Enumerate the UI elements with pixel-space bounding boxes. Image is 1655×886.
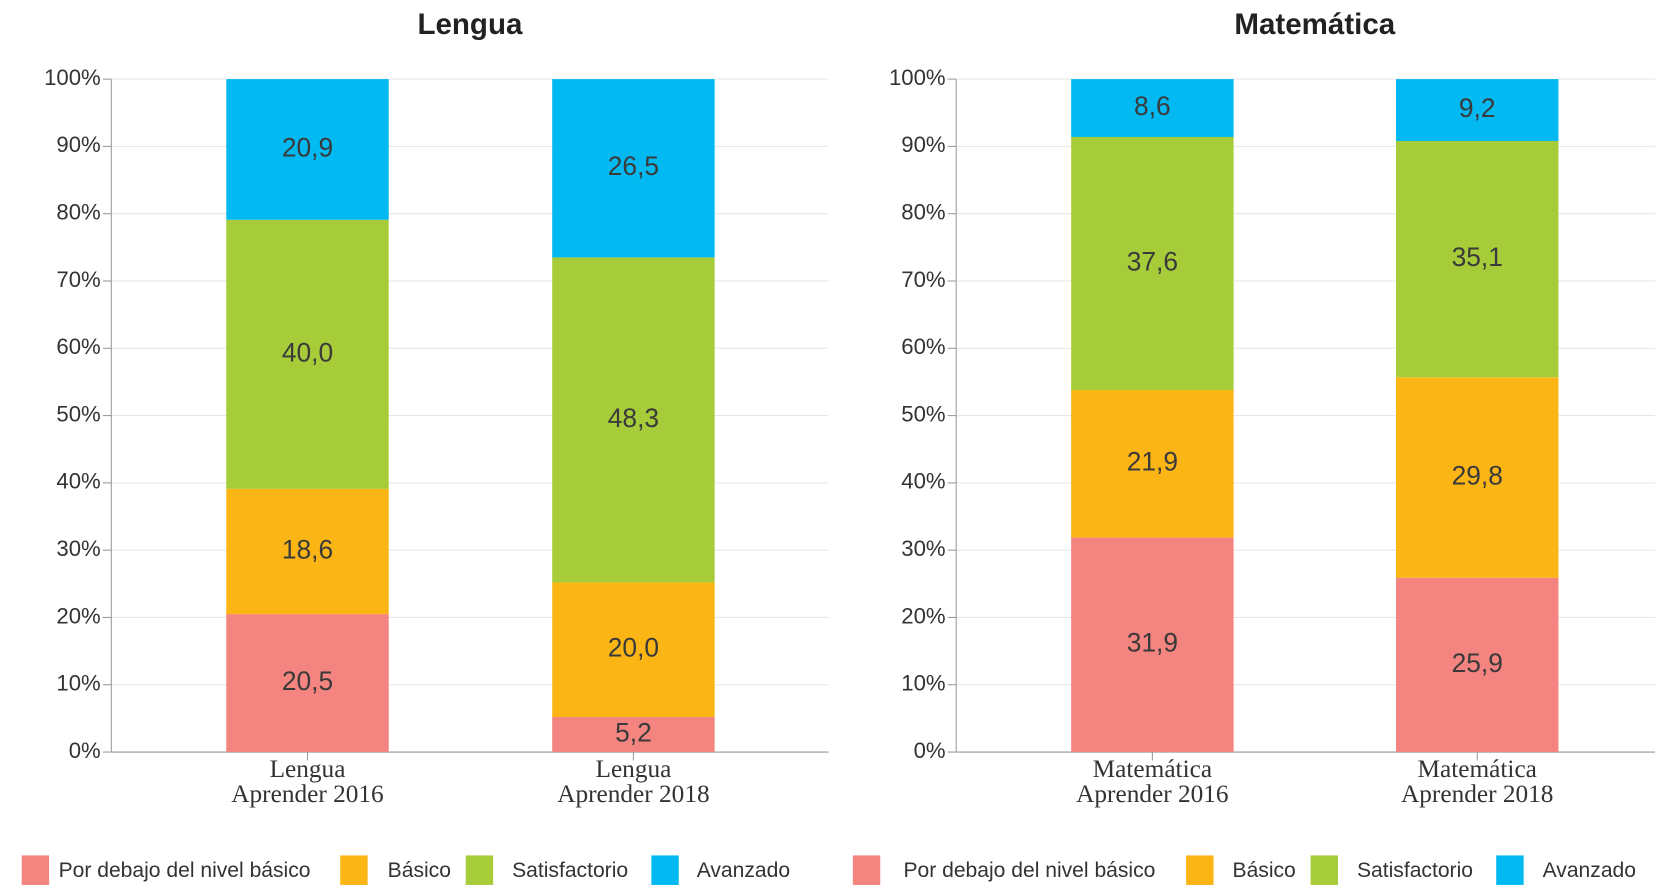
y-tick-label: 40% bbox=[901, 469, 945, 494]
bar-segment bbox=[226, 219, 389, 489]
value-label: 31,9 bbox=[1127, 628, 1178, 658]
x-tick-label: Aprender 2016 bbox=[231, 780, 383, 808]
legend-swatch bbox=[852, 855, 881, 885]
value-label: 29,8 bbox=[1452, 460, 1503, 490]
x-tick-label: Lengua bbox=[270, 755, 346, 783]
legend-label: Por debajo del nivel básico bbox=[903, 859, 1155, 882]
value-label: 18,6 bbox=[282, 534, 333, 564]
value-label: 40,0 bbox=[282, 337, 333, 367]
legend-label: Básico bbox=[388, 859, 451, 882]
legend-swatch bbox=[1310, 855, 1339, 885]
y-tick-label: 100% bbox=[44, 65, 101, 90]
y-tick-label: 90% bbox=[901, 132, 945, 157]
legend-swatch bbox=[651, 855, 679, 885]
chart-title: Matemática bbox=[1234, 8, 1395, 41]
bar-segment bbox=[1071, 537, 1234, 753]
x-tick-label: Aprender 2018 bbox=[1401, 780, 1553, 808]
y-tick-label: 30% bbox=[901, 536, 945, 561]
bar-segment bbox=[226, 79, 389, 220]
legend-label: Por debajo del nivel básico bbox=[59, 859, 311, 882]
y-tick-label: 60% bbox=[56, 334, 100, 359]
y-tick-label: 10% bbox=[56, 671, 100, 696]
y-tick-label: 100% bbox=[889, 65, 946, 90]
y-tick-label: 50% bbox=[56, 401, 100, 426]
y-tick-label: 0% bbox=[69, 738, 101, 763]
bar-segment bbox=[226, 614, 389, 753]
x-tick-label: Aprender 2016 bbox=[1076, 780, 1228, 808]
x-tick-label: Matemática bbox=[1418, 755, 1537, 783]
legend-swatch bbox=[340, 855, 368, 885]
legend-label: Básico bbox=[1233, 859, 1296, 882]
bar-segment bbox=[552, 582, 715, 718]
legend-label: Satisfactorio bbox=[512, 859, 628, 882]
x-tick-label: Lengua bbox=[595, 755, 671, 783]
y-tick-label: 20% bbox=[56, 603, 100, 628]
value-label: 26,5 bbox=[608, 151, 659, 181]
bar-segment bbox=[1071, 79, 1234, 137]
y-tick-label: 30% bbox=[56, 536, 100, 561]
value-label: 9,2 bbox=[1459, 93, 1496, 123]
x-tick-label: Aprender 2018 bbox=[557, 780, 709, 808]
y-tick-label: 80% bbox=[56, 200, 100, 225]
value-label: 5,2 bbox=[615, 718, 652, 748]
value-label: 20,9 bbox=[282, 132, 333, 162]
bar-segment bbox=[1396, 577, 1559, 753]
y-tick-label: 90% bbox=[56, 132, 100, 157]
legend-label: Avanzado bbox=[697, 859, 790, 882]
bar-segment bbox=[1071, 136, 1234, 391]
bar-segment bbox=[1396, 377, 1559, 578]
y-tick-label: 0% bbox=[914, 738, 946, 763]
value-label: 35,1 bbox=[1452, 242, 1503, 272]
bar-segment bbox=[1396, 79, 1559, 142]
bar-segment bbox=[1396, 141, 1559, 378]
legend-label: Avanzado bbox=[1543, 859, 1636, 882]
y-tick-label: 70% bbox=[56, 267, 100, 292]
y-tick-label: 60% bbox=[901, 334, 945, 359]
y-tick-label: 70% bbox=[901, 267, 945, 292]
bar-segment bbox=[226, 488, 389, 615]
bar-segment bbox=[552, 257, 715, 583]
chart-title: Lengua bbox=[417, 8, 523, 41]
legend-swatch bbox=[1496, 855, 1524, 885]
x-tick-label: Matemática bbox=[1093, 755, 1212, 783]
bar-segment bbox=[552, 79, 715, 258]
legend-swatch bbox=[465, 855, 494, 885]
bar-segment bbox=[552, 717, 715, 753]
value-label: 37,6 bbox=[1127, 246, 1178, 276]
value-label: 48,3 bbox=[608, 403, 659, 433]
y-tick-label: 80% bbox=[901, 200, 945, 225]
value-label: 21,9 bbox=[1127, 447, 1178, 477]
value-label: 25,9 bbox=[1452, 648, 1503, 678]
y-tick-label: 50% bbox=[901, 401, 945, 426]
y-tick-label: 10% bbox=[901, 671, 945, 696]
legend-label: Satisfactorio bbox=[1357, 859, 1473, 882]
value-label: 8,6 bbox=[1134, 91, 1171, 121]
legend-swatch bbox=[1186, 855, 1214, 885]
legend-swatch bbox=[21, 855, 50, 885]
value-label: 20,0 bbox=[608, 633, 659, 663]
y-tick-label: 20% bbox=[901, 603, 945, 628]
bar-segment bbox=[1071, 390, 1234, 538]
value-label: 20,5 bbox=[282, 666, 333, 696]
y-tick-label: 40% bbox=[56, 469, 100, 494]
